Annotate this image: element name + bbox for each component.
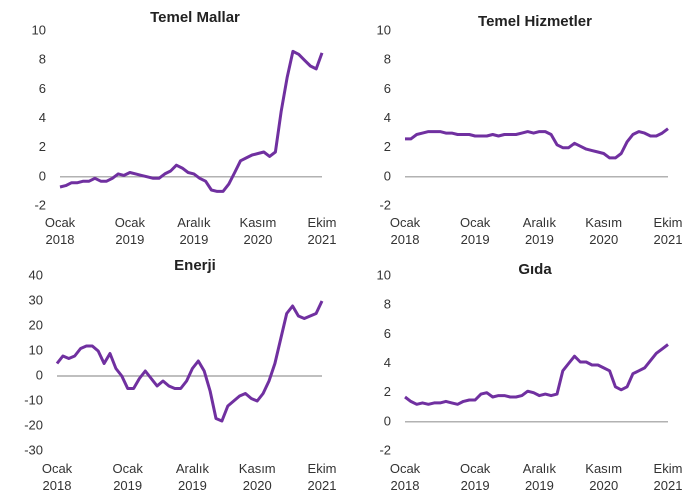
x-tick-label: Ocak 2019 [460,215,491,247]
x-tick-label: Ocak 2019 [460,461,491,493]
chart-title: Gıda [518,261,552,278]
y-tick-label: 30 [29,292,43,307]
x-tick-label: Ocak 2019 [112,461,143,493]
data-line [55,300,324,423]
y-tick-label: 4 [384,110,391,125]
x-tick-label: Ekim 2021 [654,215,683,247]
chart-title: Enerji [174,257,216,274]
x-tick-label: Ocak 2018 [45,215,76,247]
y-tick-label: 20 [29,317,43,332]
y-tick-label: 4 [384,355,391,370]
x-tick-label: Ocak 2019 [115,215,146,247]
y-tick-label: 0 [384,413,391,428]
y-tick-label: 10 [29,342,43,357]
x-tick-label: Ekim 2021 [654,461,683,493]
x-tick-label: Ocak 2018 [390,215,421,247]
y-tick-label: -2 [379,197,391,212]
x-tick-label: Aralık 2019 [176,461,210,493]
x-tick-label: Ekim 2021 [308,215,337,247]
y-tick-label: 2 [384,139,391,154]
y-tick-label: -30 [24,442,43,457]
x-tick-label: Ekim 2021 [308,461,337,493]
data-line [404,343,669,406]
y-tick-label: 10 [377,267,391,282]
y-tick-label: 10 [377,22,391,37]
y-tick-label: 6 [384,326,391,341]
y-tick-label: -10 [24,392,43,407]
x-tick-label: Aralık 2019 [177,215,211,247]
x-tick-label: Aralık 2019 [523,461,557,493]
y-tick-label: 8 [39,52,46,67]
y-tick-label: 6 [384,81,391,96]
x-tick-label: Ocak 2018 [390,461,421,493]
y-tick-label: -20 [24,417,43,432]
y-tick-label: 4 [39,110,46,125]
chart-title: Temel Mallar [150,9,240,26]
x-tick-label: Aralık 2019 [523,215,557,247]
data-line [405,127,669,160]
x-tick-label: Kasım 2020 [239,461,276,493]
y-tick-label: 8 [384,297,391,312]
y-tick-label: 6 [39,81,46,96]
y-tick-label: 8 [384,52,391,67]
y-tick-label: 10 [32,22,46,37]
x-tick-label: Kasım 2020 [240,215,277,247]
x-tick-label: Kasım 2020 [585,461,622,493]
y-tick-label: -2 [34,197,46,212]
y-tick-label: 0 [39,168,46,183]
y-tick-label: 0 [384,168,391,183]
y-tick-label: 2 [384,384,391,399]
x-tick-label: Kasım 2020 [585,215,622,247]
y-tick-label: -2 [379,442,391,457]
y-tick-label: 40 [29,267,43,282]
y-tick-label: 0 [36,367,43,382]
y-tick-label: 2 [39,139,46,154]
data-line [59,49,324,193]
x-tick-label: Ocak 2018 [42,461,73,493]
chart-title: Temel Hizmetler [478,13,592,30]
